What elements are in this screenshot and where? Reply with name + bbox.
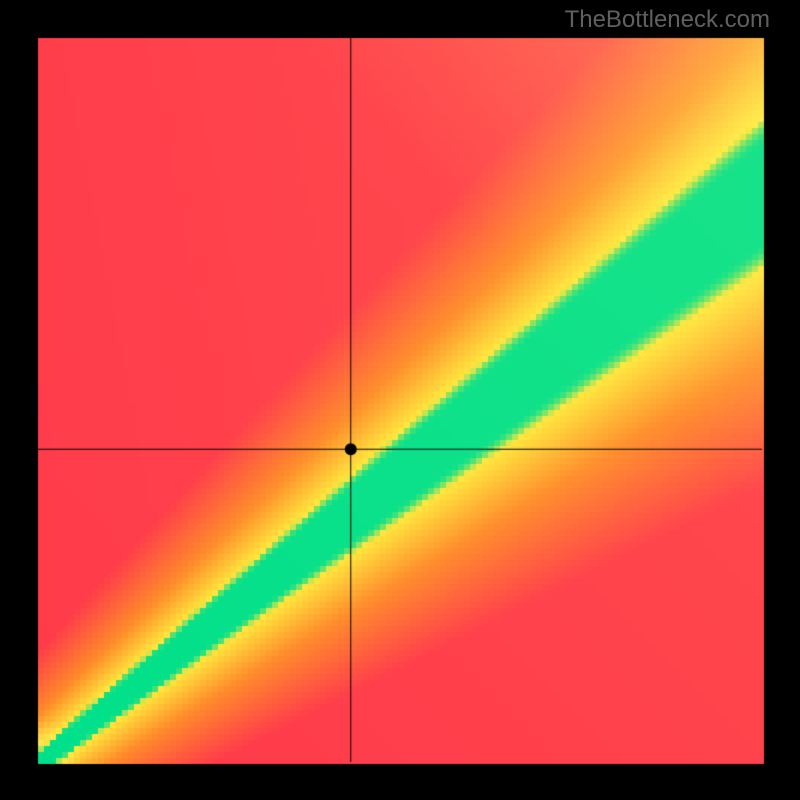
watermark-text: TheBottleneck.com bbox=[565, 6, 770, 34]
heatmap-canvas bbox=[0, 0, 800, 800]
bottleneck-heatmap: TheBottleneck.com bbox=[0, 0, 800, 800]
